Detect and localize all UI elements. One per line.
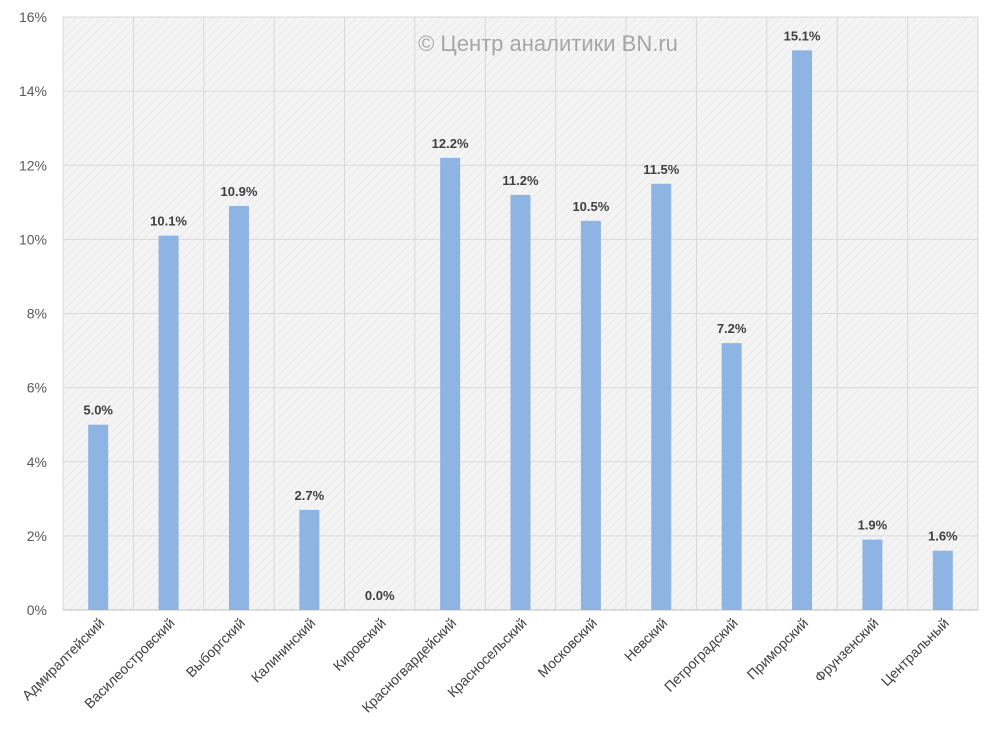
y-axis: 0% 2% 4% 6% 8% 10% 12% 14% 16% xyxy=(19,9,47,618)
bar xyxy=(932,550,953,610)
data-label: 1.9% xyxy=(858,518,888,533)
category-label: Калининский xyxy=(248,615,319,686)
data-label: 10.9% xyxy=(221,184,258,199)
y-tick-label: 10% xyxy=(19,231,47,247)
bar xyxy=(299,509,320,610)
bar xyxy=(580,220,601,610)
y-tick-label: 0% xyxy=(27,602,47,618)
data-label: 0.0% xyxy=(365,588,395,603)
bars xyxy=(88,50,953,611)
category-label: Московский xyxy=(534,615,600,681)
category-label: Невский xyxy=(621,615,670,664)
y-tick-label: 14% xyxy=(19,83,47,99)
bar xyxy=(510,194,531,610)
y-tick-label: 4% xyxy=(27,454,47,470)
y-tick-label: 6% xyxy=(27,380,47,396)
bar xyxy=(651,183,672,610)
bar xyxy=(721,343,742,610)
data-label: 11.2% xyxy=(502,173,539,188)
category-label: Петроградский xyxy=(661,615,741,695)
bar xyxy=(158,235,179,610)
category-label: Выборгский xyxy=(183,615,248,680)
category-label: Центральный xyxy=(878,615,952,689)
data-label: 10.5% xyxy=(572,199,609,214)
bar xyxy=(228,206,249,611)
bar xyxy=(88,424,109,610)
data-labels: 5.0% 10.1% 10.9% 2.7% 0.0% 12.2% 11.2% 10.5% 11.… xyxy=(83,28,958,603)
data-label: 5.0% xyxy=(83,403,113,418)
y-tick-label: 8% xyxy=(27,306,47,322)
y-tick-label: 2% xyxy=(27,528,47,544)
data-label: 12.2% xyxy=(432,136,469,151)
gridlines xyxy=(62,16,979,611)
category-label: Фрунзенский xyxy=(811,615,881,685)
bar xyxy=(440,157,461,610)
y-tick-label: 16% xyxy=(19,9,47,25)
y-tick-label: 12% xyxy=(19,157,47,173)
data-label: 7.2% xyxy=(717,321,747,336)
bar xyxy=(862,539,883,610)
data-label: 1.6% xyxy=(928,529,958,544)
data-label: 10.1% xyxy=(150,214,187,229)
category-label: Кировский xyxy=(330,615,389,674)
data-label: 15.1% xyxy=(784,28,821,43)
category-label: Приморский xyxy=(744,615,812,683)
data-label: 11.5% xyxy=(643,162,680,177)
watermark: © Центр аналитики BN.ru xyxy=(418,31,678,56)
data-label: 2.7% xyxy=(295,488,325,503)
bar xyxy=(792,50,813,610)
